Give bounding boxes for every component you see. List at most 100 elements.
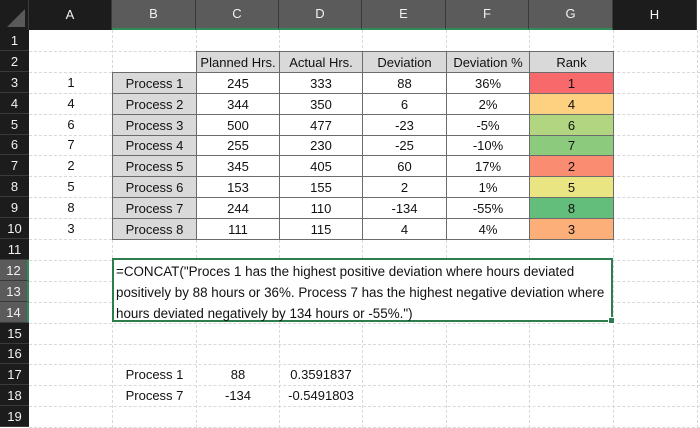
deviation-percent-cell[interactable]: 4% [446,218,530,240]
row-header-8[interactable]: 8 [0,176,29,197]
fill-handle[interactable] [608,317,615,324]
summary-ratio-cell[interactable]: -0.5491803 [288,388,354,403]
deviation-cell[interactable]: -23 [362,114,447,136]
column-header-h[interactable]: H [613,0,697,30]
rank-cell[interactable]: 8 [529,197,614,219]
column-header-g[interactable]: G [529,0,613,30]
header-cell-actual-hrs[interactable]: Actual Hrs. [279,51,363,73]
process-name-cell[interactable]: Process 6 [112,176,197,198]
actual-hours-cell[interactable]: 230 [279,135,363,156]
summary-process-cell[interactable]: Process 1 [125,367,184,382]
row-header-5[interactable]: 5 [0,114,29,135]
deviation-cell[interactable]: 60 [362,155,447,177]
row-header-16[interactable]: 16 [0,344,29,364]
column-header-d[interactable]: D [279,0,362,30]
rank-order-cell[interactable]: 1 [67,75,75,90]
rank-order-cell[interactable]: 8 [67,200,75,215]
deviation-percent-cell[interactable]: -55% [446,197,530,219]
deviation-cell[interactable]: 88 [362,72,447,94]
actual-hours-cell[interactable]: 115 [279,218,363,240]
planned-hours-cell[interactable]: 255 [196,135,280,156]
summary-deviation-cell[interactable]: 88 [230,367,246,382]
rank-order-cell[interactable]: 7 [67,137,75,152]
row-header-11[interactable]: 11 [0,239,29,260]
process-name-cell[interactable]: Process 3 [112,114,197,136]
rank-cell[interactable]: 5 [529,176,614,198]
summary-ratio-cell[interactable]: 0.3591837 [290,367,352,382]
row-header-18[interactable]: 18 [0,385,29,406]
deviation-cell[interactable]: 4 [362,218,447,240]
deviation-percent-cell[interactable]: 36% [446,72,530,94]
rank-order-cell[interactable]: 2 [67,158,75,173]
process-name-cell[interactable]: Process 2 [112,93,197,115]
process-name-cell[interactable]: Process 7 [112,197,197,219]
deviation-cell[interactable]: 2 [362,176,447,198]
actual-hours-cell[interactable]: 405 [279,155,363,177]
row-header-14[interactable]: 14 [0,302,29,323]
column-header-c[interactable]: C [196,0,279,30]
actual-hours-cell[interactable]: 155 [279,176,363,198]
select-all-corner[interactable] [0,0,29,30]
row-header-4[interactable]: 4 [0,93,29,114]
column-header-e[interactable]: E [362,0,446,30]
planned-hours-cell[interactable]: 245 [196,72,280,94]
planned-hours-cell[interactable]: 153 [196,176,280,198]
actual-hours-cell[interactable]: 350 [279,93,363,115]
header-cell-deviation[interactable]: Deviation % [446,51,530,73]
gridline [29,344,700,345]
process-name-cell[interactable]: Process 4 [112,135,197,156]
deviation-cell[interactable]: -134 [362,197,447,219]
summary-deviation-cell[interactable]: -134 [224,388,252,403]
actual-hours-cell[interactable]: 333 [279,72,363,94]
row-header-19[interactable]: 19 [0,406,29,427]
summary-process-cell[interactable]: Process 7 [125,388,184,403]
planned-hours-cell[interactable]: 244 [196,197,280,219]
row-header-15[interactable]: 15 [0,323,29,344]
row-header-2[interactable]: 2 [0,51,29,72]
deviation-percent-cell[interactable]: -5% [446,114,530,136]
row-header-10[interactable]: 10 [0,218,29,239]
rank-cell[interactable]: 6 [529,114,614,136]
deviation-percent-cell[interactable]: 17% [446,155,530,177]
rank-cell[interactable]: 3 [529,218,614,240]
deviation-cell[interactable]: 6 [362,93,447,115]
gridline [29,385,700,386]
row-header-12[interactable]: 12 [0,260,29,281]
row-header-13[interactable]: 13 [0,281,29,302]
header-cell-deviation[interactable]: Deviation [362,51,447,73]
process-name-cell[interactable]: Process 5 [112,155,197,177]
row-header-6[interactable]: 6 [0,135,29,155]
rank-cell[interactable]: 1 [529,72,614,94]
planned-hours-cell[interactable]: 344 [196,93,280,115]
planned-hours-cell[interactable]: 111 [196,218,280,240]
row-header-1[interactable]: 1 [0,30,29,51]
rank-cell[interactable]: 4 [529,93,614,115]
header-cell-rank[interactable]: Rank [529,51,614,73]
row-header-17[interactable]: 17 [0,364,29,385]
process-name-cell[interactable]: Process 8 [112,218,197,240]
actual-hours-cell[interactable]: 477 [279,114,363,136]
rank-cell[interactable]: 7 [529,135,614,156]
actual-hours-cell[interactable]: 110 [279,197,363,219]
rank-order-cell[interactable]: 5 [67,179,75,194]
deviation-percent-cell[interactable]: -10% [446,135,530,156]
planned-hours-cell[interactable]: 345 [196,155,280,177]
deviation-percent-cell[interactable]: 1% [446,176,530,198]
rank-order-cell[interactable]: 6 [67,117,75,132]
rank-order-cell[interactable]: 4 [67,96,75,111]
row-header-7[interactable]: 7 [0,155,29,176]
rank-cell[interactable]: 2 [529,155,614,177]
row-header-3[interactable]: 3 [0,72,29,93]
planned-hours-cell[interactable]: 500 [196,114,280,136]
deviation-cell[interactable]: -25 [362,135,447,156]
column-header-a[interactable]: A [29,0,112,30]
rank-order-cell[interactable]: 3 [67,221,75,236]
process-name-cell[interactable]: Process 1 [112,72,197,94]
column-header-b[interactable]: B [112,0,196,30]
column-header-f[interactable]: F [446,0,529,30]
formula-merged-cell[interactable]: =CONCAT("Proces 1 has the highest positi… [112,258,615,324]
header-cell-planned-hrs[interactable]: Planned Hrs. [196,51,280,73]
deviation-percent-cell[interactable]: 2% [446,93,530,115]
row-header-9[interactable]: 9 [0,197,29,218]
